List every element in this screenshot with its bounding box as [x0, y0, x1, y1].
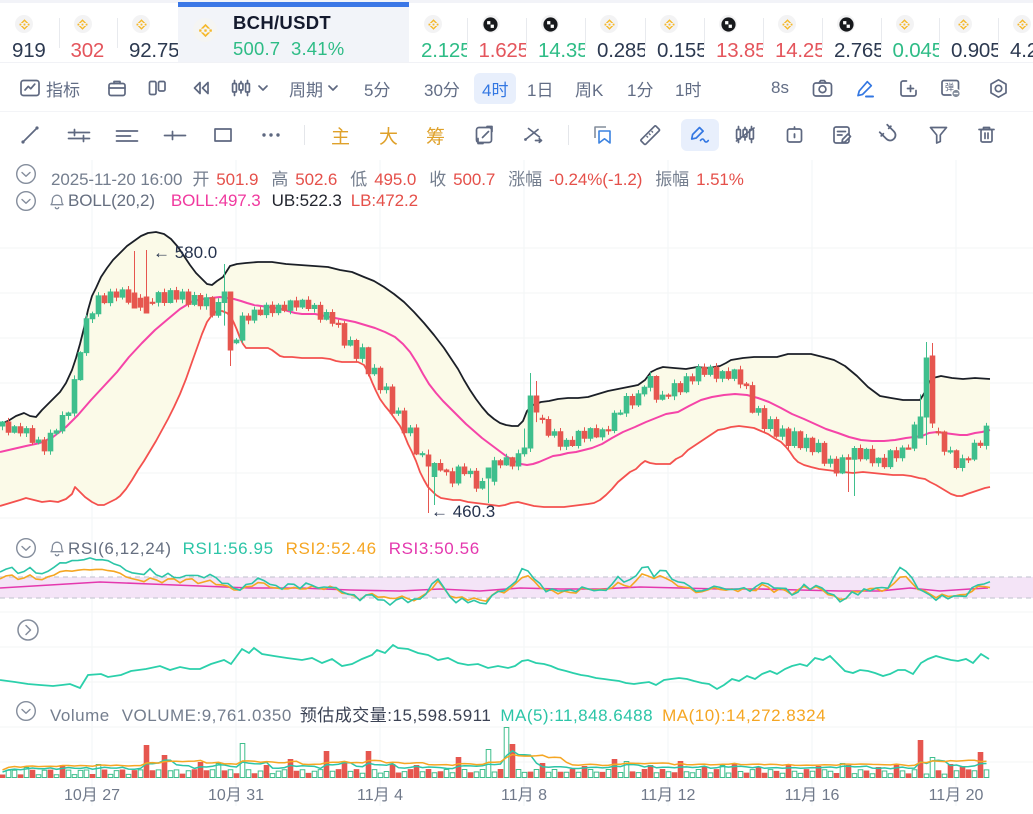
svg-text:11月 4: 11月 4: [357, 787, 403, 804]
svg-text:11月 8: 11月 8: [501, 787, 547, 804]
svg-text:← 580.0: ← 580.0: [153, 243, 217, 262]
svg-text:弹: 弹: [945, 81, 954, 92]
svg-text:← 460.3: ← 460.3: [431, 502, 495, 521]
svg-text:10月 31: 10月 31: [208, 787, 264, 804]
svg-text:11月 16: 11月 16: [785, 787, 840, 804]
svg-text:10月 27: 10月 27: [64, 787, 120, 804]
svg-text:11月 20: 11月 20: [929, 787, 984, 804]
svg-text:11月 12: 11月 12: [641, 787, 696, 804]
